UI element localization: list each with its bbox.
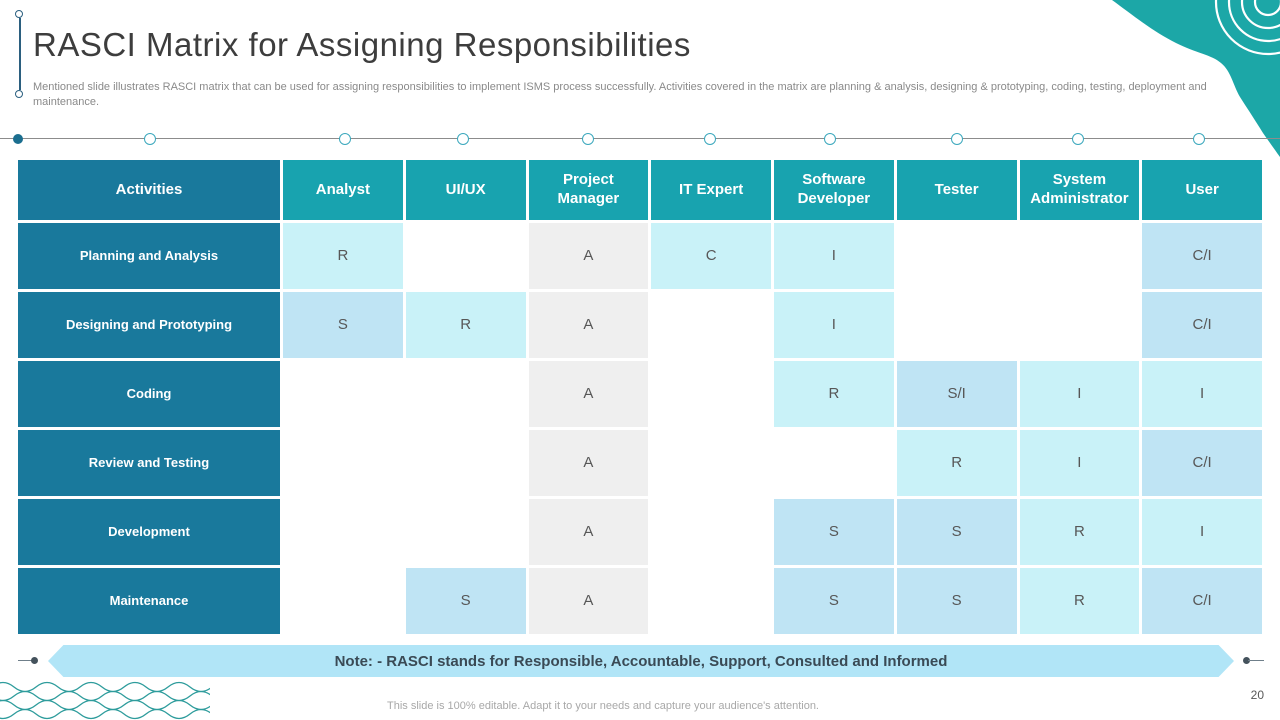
table-row-label: Designing and Prototyping: [18, 292, 280, 358]
table-cell: S: [774, 499, 894, 565]
note-right-dot: [1243, 657, 1250, 664]
table-cell: [405, 223, 526, 289]
table-cell: I: [774, 223, 894, 289]
table-cell: R: [896, 430, 1017, 496]
table-header-cell: Project Manager: [528, 160, 649, 220]
table-header-activities: Activities: [18, 160, 280, 220]
table-cell: C: [651, 223, 771, 289]
table-cell: R: [1019, 499, 1140, 565]
note-right-line: [1248, 660, 1264, 661]
table-cell: A: [528, 223, 649, 289]
table-row-label: Review and Testing: [18, 430, 280, 496]
table-cell: S: [283, 292, 403, 358]
table-cell: I: [774, 292, 894, 358]
table-cell: C/I: [1142, 223, 1262, 289]
table-cell: S: [405, 568, 526, 634]
table-cell: [283, 430, 403, 496]
footer-note: This slide is 100% editable. Adapt it to…: [387, 700, 819, 712]
table-header-cell: System Administrator: [1019, 160, 1140, 220]
note-left-dot: [31, 657, 38, 664]
note-pill: Note: - RASCI stands for Responsible, Ac…: [48, 645, 1234, 677]
timeline-dot-filled: [13, 134, 23, 144]
table-cell: I: [1019, 361, 1140, 427]
timeline-dot: [951, 133, 963, 145]
table-cell: [1019, 223, 1140, 289]
table-cell: [651, 568, 771, 634]
table-cell: [651, 292, 771, 358]
rasci-table: Activities Analyst UI/UX Project Manager IT …: [18, 160, 1262, 634]
table-row-label: Coding: [18, 361, 280, 427]
accent-stem: [19, 18, 21, 90]
slide-subtitle: Mentioned slide illustrates RASCI matrix…: [33, 81, 1207, 108]
table-header-cell: User: [1142, 160, 1262, 220]
table-row-label: Maintenance: [18, 568, 280, 634]
table-cell: [405, 499, 526, 565]
table-cell: R: [774, 361, 894, 427]
table-cell: [896, 292, 1017, 358]
table-row-label: Development: [18, 499, 280, 565]
timeline-dot: [457, 133, 469, 145]
waves-icon: [0, 681, 210, 720]
table-cell: [405, 430, 526, 496]
table-cell: [283, 499, 403, 565]
table-cell: [651, 430, 771, 496]
table-cell: C/I: [1142, 568, 1262, 634]
note-text: Note: - RASCI stands for Responsible, Ac…: [334, 652, 948, 670]
blob-shape: [1112, 0, 1280, 157]
table-cell: S: [896, 499, 1017, 565]
timeline-rail: [0, 138, 1280, 139]
table-cell: I: [1142, 499, 1262, 565]
timeline-dot: [704, 133, 716, 145]
note-left-line: [18, 660, 34, 661]
table-cell: [283, 568, 403, 634]
accent-top-circle: [15, 10, 23, 18]
table-cell: [651, 499, 771, 565]
table-header-cell: Analyst: [283, 160, 403, 220]
table-cell: A: [528, 568, 649, 634]
concentric-circles-icon: [1214, 0, 1280, 56]
table-cell: [651, 361, 771, 427]
table-header-cell: UI/UX: [405, 160, 526, 220]
table-cell: S/I: [896, 361, 1017, 427]
table-cell: [283, 361, 403, 427]
table-header-cell: Tester: [896, 160, 1017, 220]
title-accent-line: [15, 10, 25, 100]
table-row-label: Planning and Analysis: [18, 223, 280, 289]
timeline-dot: [1072, 133, 1084, 145]
table-cell: R: [405, 292, 526, 358]
timeline-dot: [582, 133, 594, 145]
page-number: 20: [1250, 688, 1264, 702]
table-cell: C/I: [1142, 292, 1262, 358]
table-header-cell: Software Developer: [774, 160, 894, 220]
table-cell: A: [528, 292, 649, 358]
timeline-dot: [144, 133, 156, 145]
timeline-dot: [339, 133, 351, 145]
table-cell: C/I: [1142, 430, 1262, 496]
table-cell: A: [528, 361, 649, 427]
note-banner: Note: - RASCI stands for Responsible, Ac…: [0, 645, 1280, 677]
accent-bottom-circle: [15, 90, 23, 98]
table-cell: I: [1019, 430, 1140, 496]
table-cell: [405, 361, 526, 427]
table-cell: R: [1019, 568, 1140, 634]
table-cell: S: [896, 568, 1017, 634]
table-cell: [774, 430, 894, 496]
table-cell: A: [528, 430, 649, 496]
table-cell: [896, 223, 1017, 289]
corner-blob: [1112, 0, 1280, 157]
table-cell: I: [1142, 361, 1262, 427]
table-header-cell: IT Expert: [651, 160, 771, 220]
timeline-dot: [824, 133, 836, 145]
timeline-dot: [1193, 133, 1205, 145]
table-cell: [1019, 292, 1140, 358]
table-cell: R: [283, 223, 403, 289]
timeline: [0, 131, 1280, 147]
table-cell: S: [774, 568, 894, 634]
page-title: RASCI Matrix for Assigning Responsibilit…: [33, 26, 691, 63]
table-cell: A: [528, 499, 649, 565]
